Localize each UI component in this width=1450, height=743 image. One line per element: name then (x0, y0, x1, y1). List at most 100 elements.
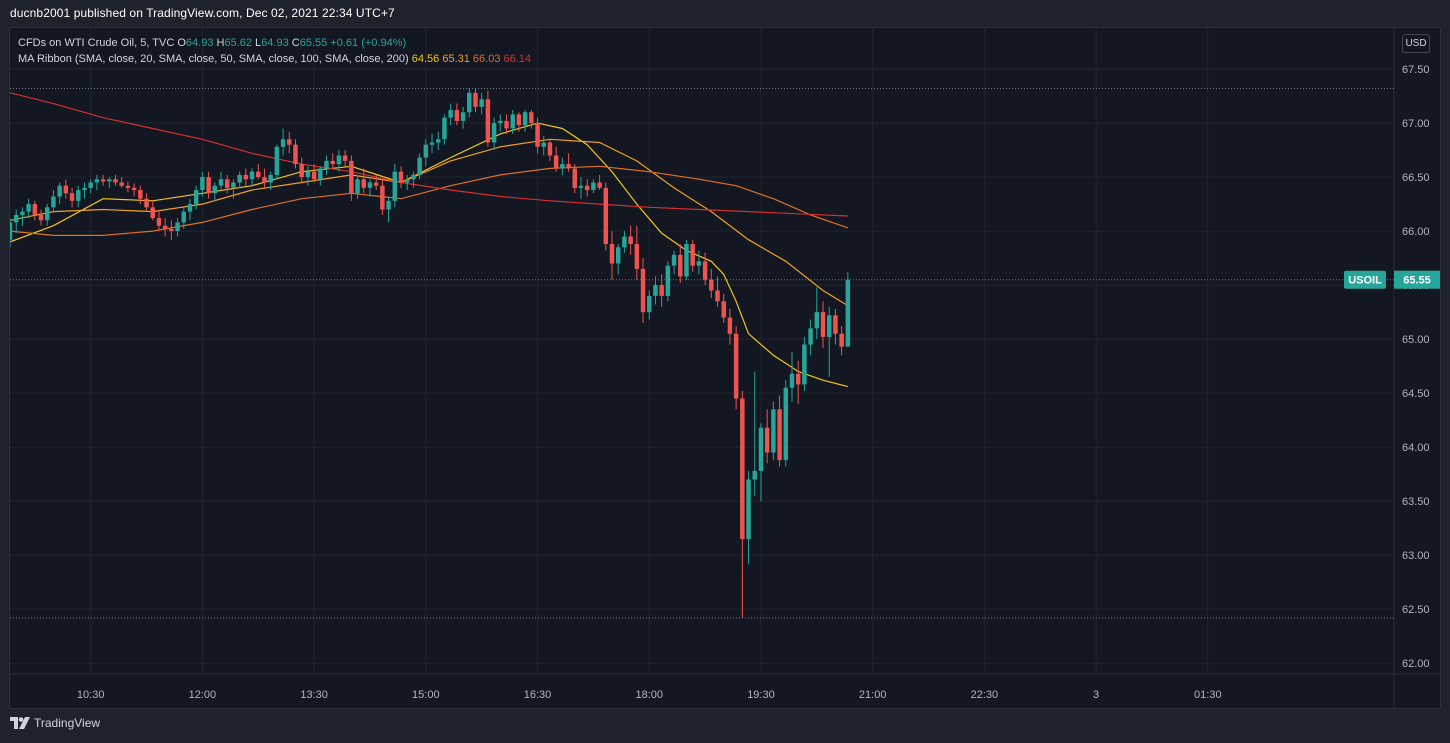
ma-ribbon-legend-row[interactable]: MA Ribbon (SMA, close, 20, SMA, close, 5… (18, 51, 531, 67)
candle-body (355, 179, 360, 194)
candle-body (187, 204, 193, 212)
x-tick-label: 18:00 (635, 689, 663, 701)
candle-body (454, 110, 460, 121)
tradingview-logo-icon (10, 717, 30, 729)
candle-body (212, 185, 218, 194)
publisher-line: ducnb2001 published on TradingView.com, … (10, 6, 395, 20)
candle-body (380, 185, 385, 210)
candle-body (181, 211, 187, 223)
tradingview-brand: TradingView (34, 716, 101, 730)
candle-body (795, 373, 801, 385)
candle-body (690, 244, 695, 266)
candle-body (429, 142, 435, 145)
candle-body (783, 387, 789, 461)
y-tick-label: 62.00 (1402, 658, 1430, 670)
candle-body (615, 247, 621, 264)
candle-body (771, 409, 776, 453)
candle-body (435, 139, 441, 143)
y-tick-label: 63.00 (1402, 550, 1430, 562)
candle-body (274, 146, 280, 175)
ma20-value: 64.56 (411, 53, 440, 65)
candle-body (330, 160, 335, 165)
symbol-legend-row[interactable]: CFDs on WTI Crude Oil, 5, TVC O64.93 H65… (18, 35, 531, 51)
currency-button[interactable]: USD (1402, 34, 1430, 53)
candle-body (311, 171, 317, 180)
candle-body (460, 112, 466, 121)
candle-body (584, 185, 590, 191)
candle-body (392, 171, 398, 201)
candle-body (45, 207, 50, 221)
candle-body (510, 114, 515, 129)
x-tick-label: 12:00 (189, 689, 217, 701)
candle-body (485, 99, 491, 143)
candle-body (820, 312, 826, 337)
last-price-label: 65.55 (1403, 275, 1431, 287)
candle-body (541, 142, 546, 147)
candle-body (609, 244, 615, 264)
candle-body (504, 120, 509, 129)
candle-body (38, 214, 44, 221)
y-tick-label: 67.50 (1402, 64, 1430, 76)
candle-body (696, 261, 702, 266)
ma20-line (10, 122, 848, 388)
candle-body (138, 190, 143, 199)
candle-body (522, 112, 528, 126)
candle-body (76, 190, 81, 201)
price-chart[interactable]: 67.5067.0066.5066.0065.5065.0064.5064.00… (10, 28, 1440, 708)
candle-body (603, 187, 609, 245)
x-tick-label: 19:30 (747, 689, 775, 701)
candle-body (342, 155, 348, 161)
candle-body (789, 373, 795, 388)
candle-body (162, 225, 168, 229)
ma100-value: 66.03 (472, 53, 501, 65)
candle-body (82, 187, 87, 191)
candle-body (826, 315, 832, 337)
candle-body (119, 182, 124, 186)
candle-body (442, 117, 447, 140)
candle-body (553, 155, 559, 169)
candle-body (845, 279, 851, 347)
candle-body (398, 171, 404, 183)
candle-body (51, 196, 56, 208)
ma-ribbon-label[interactable]: MA Ribbon (SMA, close, 20, SMA, close, 5… (18, 53, 409, 65)
candle-body (26, 204, 31, 212)
candle-body (423, 144, 429, 158)
x-tick-label: 3 (1093, 689, 1099, 701)
x-tick-label: 15:00 (412, 689, 440, 701)
high-label: H (216, 37, 225, 49)
candle-body (491, 123, 497, 143)
candle-body (299, 164, 304, 178)
last-price-box (1394, 270, 1440, 289)
change-value: +0.61 (+0.94%) (330, 37, 407, 49)
chart-frame[interactable]: 67.5067.0066.5066.0065.5065.0064.5064.00… (9, 27, 1441, 709)
candle-body (733, 333, 739, 399)
candle-body (764, 427, 770, 453)
y-tick-label: 67.00 (1402, 118, 1430, 130)
candle-body (752, 470, 757, 480)
x-tick-label: 22:30 (971, 689, 999, 701)
symbol-tag-box (1344, 270, 1386, 289)
candle-body (63, 185, 69, 194)
candle-body (727, 317, 733, 334)
candle-body (237, 174, 242, 183)
candle-body (324, 160, 329, 169)
candle-body (535, 123, 540, 147)
ma200-value: 66.14 (503, 53, 532, 65)
candle-body (467, 92, 472, 113)
y-tick-label: 62.50 (1402, 604, 1430, 616)
x-tick-label: 21:00 (859, 689, 887, 701)
candle-body (287, 139, 292, 145)
candle-body (57, 185, 62, 197)
y-tick-label: 64.00 (1402, 442, 1430, 454)
chart-legend: CFDs on WTI Crude Oil, 5, TVC O64.93 H65… (18, 35, 531, 67)
candle-body (758, 427, 764, 471)
tradingview-logo[interactable]: TradingView (10, 716, 100, 730)
candle-body (411, 174, 416, 180)
symbol-name[interactable]: CFDs on WTI Crude Oil, 5, TVC (18, 37, 175, 49)
close-label: C (291, 37, 300, 49)
candle-body (193, 190, 199, 205)
candle-body (386, 200, 391, 210)
x-tick-label: 01:30 (1194, 689, 1222, 701)
candle-body (113, 179, 118, 183)
candle-body (367, 182, 373, 188)
